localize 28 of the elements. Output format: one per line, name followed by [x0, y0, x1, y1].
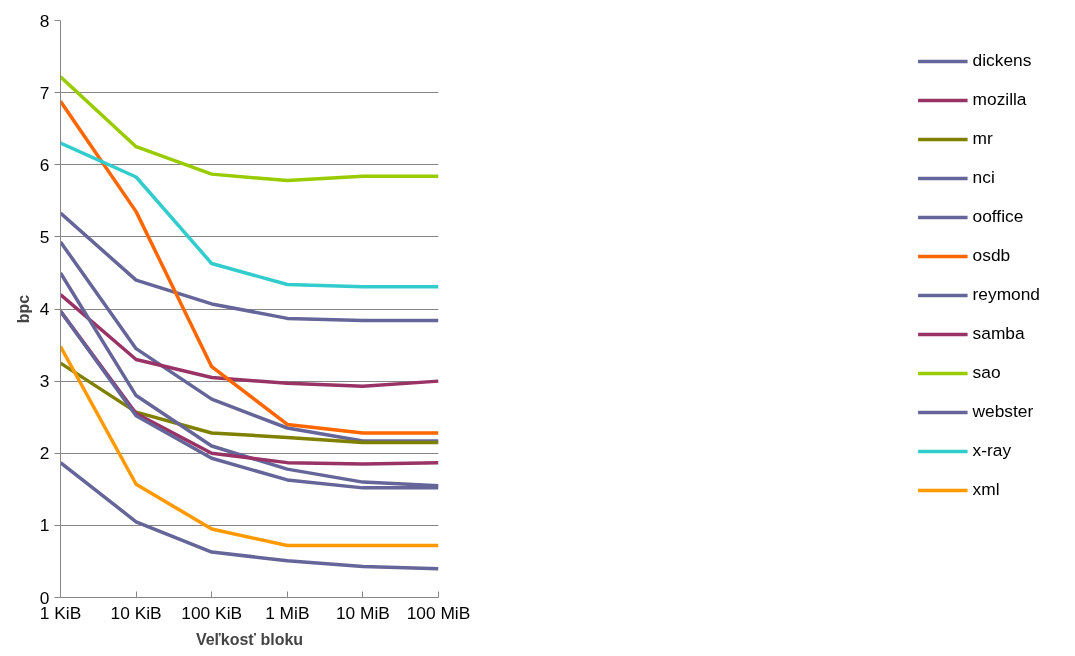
legend-label: ooffice	[972, 206, 1024, 227]
y-tick-label: 4	[39, 299, 50, 319]
legend-label: samba	[972, 323, 1025, 344]
y-axis-title: bpc	[14, 294, 32, 324]
x-tick-label: 1 MiB	[265, 602, 310, 623]
legend-label: x-ray	[972, 440, 1012, 461]
y-tick-label: 5	[39, 226, 50, 247]
y-tick-label: 6	[39, 154, 50, 175]
legend-label: sao	[972, 362, 1001, 383]
y-tick-label: 8	[39, 10, 50, 31]
y-tick-label: 0	[39, 587, 50, 608]
y-tick-label: 7	[39, 82, 50, 103]
legend-label: mr	[972, 128, 993, 149]
y-tick-label: 2	[39, 443, 50, 464]
legend-label: dickens	[972, 50, 1032, 71]
legend-label: webster	[972, 401, 1034, 422]
x-tick-label: 100 KiB	[181, 602, 243, 623]
x-tick-label: 100 MiB	[406, 602, 471, 623]
y-tick-label: 1	[39, 515, 50, 536]
legend-label: reymond	[972, 284, 1040, 305]
y-tick-label: 3	[39, 371, 50, 392]
legend-label: mozilla	[972, 89, 1027, 110]
x-tick-label: 10 KiB	[110, 602, 162, 623]
x-tick-label: 10 MiB	[335, 602, 390, 623]
legend-label: xml	[972, 479, 1000, 500]
legend-label: osdb	[972, 245, 1011, 266]
legend-label: nci	[972, 167, 995, 188]
x-axis-title: Veľkosť bloku	[195, 630, 304, 648]
